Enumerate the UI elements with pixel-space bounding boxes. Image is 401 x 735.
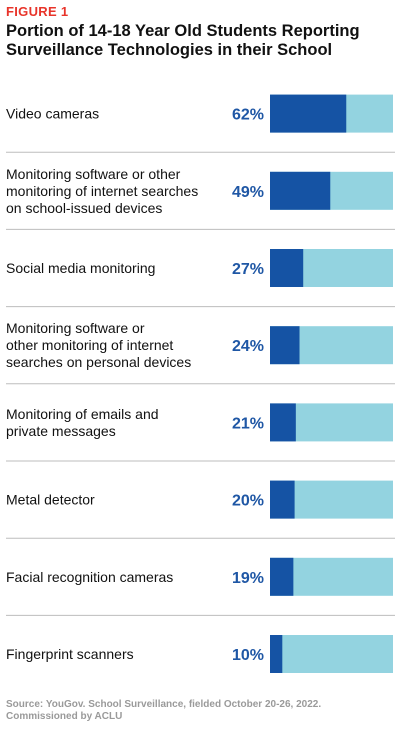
bar-value (270, 94, 347, 133)
bar-value (270, 480, 295, 519)
data-label: 24% (232, 338, 264, 355)
category-label: Monitoring software or (6, 320, 145, 336)
category-label: searches on personal devices (6, 354, 191, 370)
bar-chart: 62% Video cameras 49% Monitoring software o… (6, 94, 395, 673)
data-label: 49% (232, 184, 264, 201)
data-label: 20% (232, 493, 264, 510)
data-label: 27% (232, 261, 264, 278)
bar-remainder (270, 635, 393, 673)
category-label: Metal detector (6, 492, 95, 508)
category-label: Monitoring of emails and (6, 406, 159, 422)
chart-title: Portion of 14-18 Year Old Students Repor… (6, 22, 360, 59)
bar-value (270, 557, 294, 596)
bar-value (270, 171, 331, 210)
category-label: Fingerprint scanners (6, 646, 134, 662)
category-label: Facial recognition cameras (6, 569, 173, 585)
data-label: 10% (232, 647, 264, 664)
figure-label: FIGURE 1 (6, 4, 69, 19)
bar-value (270, 403, 296, 442)
source-note: Source: YouGov. School Surveillance, fie… (6, 699, 322, 722)
category-label: other monitoring of internet (6, 337, 173, 353)
category-label: monitoring of internet searches (6, 183, 198, 199)
data-label: 62% (232, 107, 264, 124)
category-label: Video cameras (6, 106, 99, 122)
bar-value (270, 326, 300, 365)
category-label: on school-issued devices (6, 200, 162, 216)
category-label: Social media monitoring (6, 260, 155, 276)
data-label: 21% (232, 415, 264, 432)
data-label: 19% (232, 570, 264, 587)
category-label: Monitoring software or other (6, 166, 181, 182)
category-label: private messages (6, 423, 116, 439)
bar-value (270, 635, 283, 673)
bar-value (270, 249, 304, 287)
